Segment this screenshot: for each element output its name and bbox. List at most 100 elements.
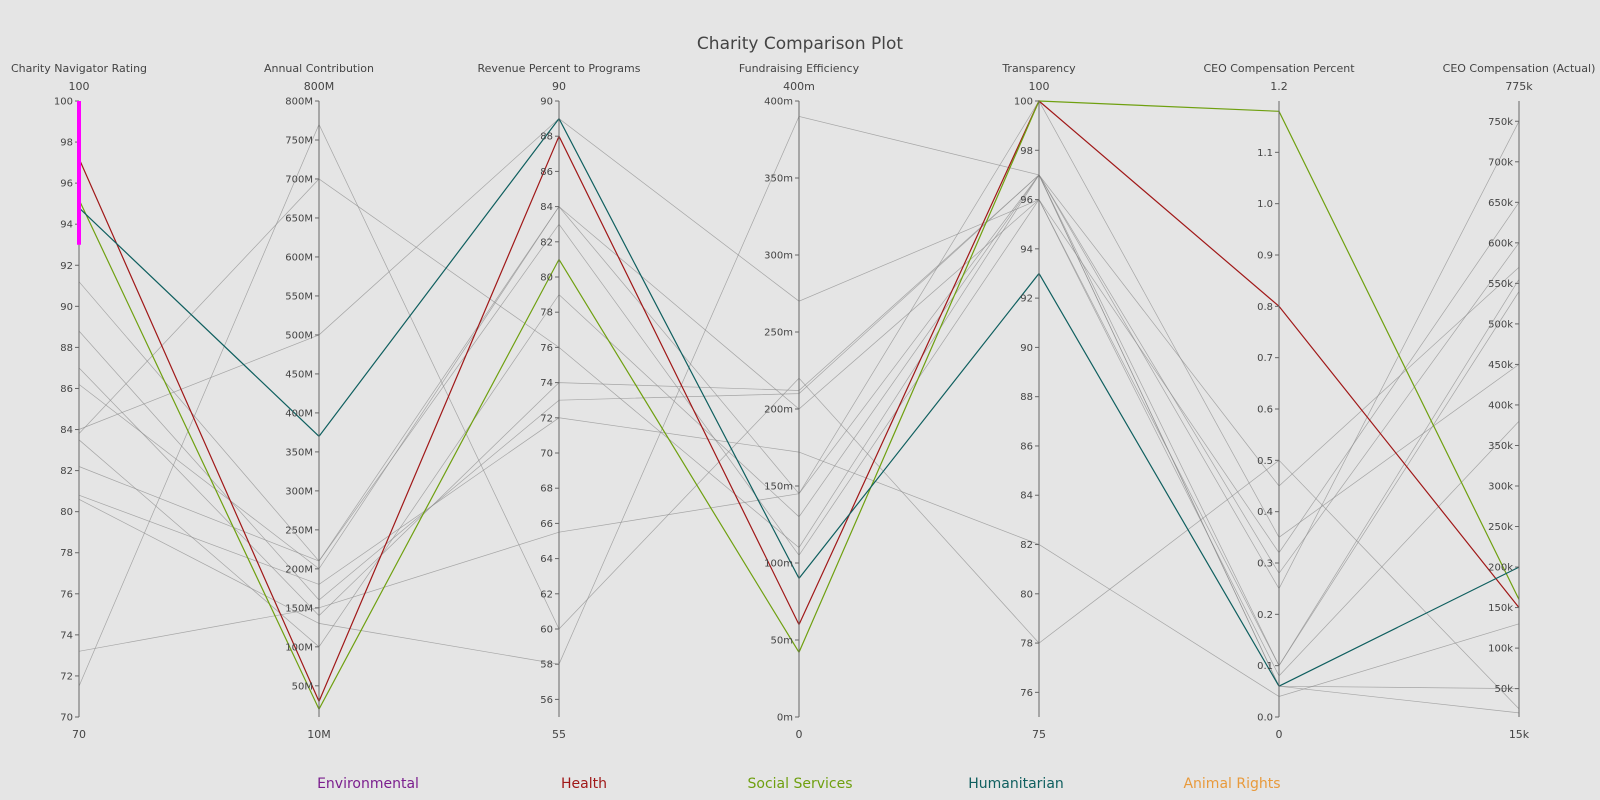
axis-label: CEO Compensation Percent bbox=[1203, 62, 1355, 75]
tick-label: 90 bbox=[60, 302, 73, 313]
tick-label: 50M bbox=[292, 681, 313, 692]
axis-max-label: 90 bbox=[552, 80, 566, 93]
tick-label: 84 bbox=[60, 425, 73, 436]
axis-label: Transparency bbox=[1001, 62, 1076, 75]
tick-label: 0.9 bbox=[1257, 251, 1273, 262]
tick-label: 100m bbox=[764, 559, 793, 570]
tick-label: 500M bbox=[285, 330, 313, 341]
tick-label: 800M bbox=[285, 97, 313, 108]
tick-label: 550M bbox=[285, 291, 313, 302]
legend-item-social-services[interactable]: Social Services bbox=[748, 776, 853, 792]
tick-label: 56 bbox=[540, 695, 553, 706]
axis-5[interactable]: 0.0 0.1 0.2 0.3 0.4 0.5 0.6 0.7 0.8 0.9 1.0 1.1 CEO … bbox=[1203, 62, 1355, 741]
tick-label: 0.0 bbox=[1257, 713, 1273, 724]
tick-label: 200k bbox=[1488, 563, 1513, 574]
tick-label: 86 bbox=[60, 384, 73, 395]
tick-label: 60 bbox=[540, 625, 553, 636]
tick-label: 650M bbox=[285, 213, 313, 224]
legend-item-humanitarian[interactable]: Humanitarian bbox=[968, 776, 1064, 792]
tick-label: 80 bbox=[60, 507, 73, 518]
axis-3[interactable]: 0m 50m 100m 150m 200m 250m 300m 350m 400m Fundrai… bbox=[739, 62, 860, 741]
tick-label: 400M bbox=[285, 408, 313, 419]
tick-label: 68 bbox=[540, 484, 553, 495]
axis-max-label: 800M bbox=[304, 80, 335, 93]
tick-label: 500k bbox=[1488, 319, 1513, 330]
tick-label: 600M bbox=[285, 252, 313, 263]
tick-label: 92 bbox=[1020, 294, 1033, 305]
tick-label: 70 bbox=[540, 449, 553, 460]
axis-4[interactable]: 76 78 80 82 84 86 88 90 92 94 96 98 100 Transparency 1… bbox=[1001, 62, 1076, 741]
tick-label: 100k bbox=[1488, 644, 1513, 655]
axis-label: Revenue Percent to Programs bbox=[478, 62, 641, 75]
axis-min-label: 10M bbox=[307, 728, 331, 741]
axis-min-label: 55 bbox=[552, 728, 566, 741]
tick-label: 58 bbox=[540, 660, 553, 671]
axis-min-label: 0 bbox=[1276, 728, 1283, 741]
tick-label: 0.3 bbox=[1257, 559, 1273, 570]
tick-label: 94 bbox=[1020, 244, 1033, 255]
axes: 70 72 74 76 78 80 82 84 86 88 90 92 94 96 98 100 Charity… bbox=[11, 62, 1595, 741]
tick-label: 650k bbox=[1488, 198, 1513, 209]
tick-label: 92 bbox=[60, 261, 73, 272]
tick-label: 300m bbox=[764, 251, 793, 262]
tick-label: 250M bbox=[285, 525, 313, 536]
tick-label: 700M bbox=[285, 174, 313, 185]
tick-label: 0.2 bbox=[1257, 610, 1273, 621]
tick-label: 94 bbox=[60, 220, 73, 231]
axis-0[interactable]: 70 72 74 76 78 80 82 84 86 88 90 92 94 96 98 100 Charity… bbox=[11, 62, 147, 741]
tick-label: 750M bbox=[285, 135, 313, 146]
axis-min-label: 15k bbox=[1509, 728, 1530, 741]
axis-max-label: 100 bbox=[1029, 80, 1050, 93]
tick-label: 0.5 bbox=[1257, 456, 1273, 467]
tick-label: 76 bbox=[1020, 688, 1033, 699]
axis-max-label: 1.2 bbox=[1270, 80, 1288, 93]
tick-label: 100 bbox=[1014, 97, 1033, 108]
legend-item-health[interactable]: Health bbox=[561, 776, 607, 792]
tick-label: 250k bbox=[1488, 522, 1513, 533]
tick-label: 1.0 bbox=[1257, 199, 1273, 210]
tick-label: 350k bbox=[1488, 441, 1513, 452]
axis-label: Annual Contribution bbox=[264, 62, 374, 75]
tick-label: 0m bbox=[777, 713, 793, 724]
tick-label: 400k bbox=[1488, 400, 1513, 411]
legend-item-environmental[interactable]: Environmental bbox=[317, 776, 419, 792]
legend-item-animal-rights[interactable]: Animal Rights bbox=[1183, 776, 1280, 792]
axis-label: CEO Compensation (Actual) bbox=[1443, 62, 1596, 75]
tick-label: 1.1 bbox=[1257, 148, 1273, 159]
tick-label: 82 bbox=[60, 466, 73, 477]
tick-label: 100 bbox=[54, 97, 73, 108]
tick-label: 88 bbox=[60, 343, 73, 354]
tick-label: 0.7 bbox=[1257, 353, 1273, 364]
tick-label: 82 bbox=[1020, 540, 1033, 551]
tick-label: 600k bbox=[1488, 238, 1513, 249]
tick-label: 76 bbox=[60, 589, 73, 600]
tick-label: 350M bbox=[285, 447, 313, 458]
tick-label: 64 bbox=[540, 554, 553, 565]
axis-min-label: 75 bbox=[1032, 728, 1046, 741]
axis-2[interactable]: 56 58 60 62 64 66 68 70 72 74 76 78 80 82 84 86 88 90 Reve… bbox=[478, 62, 641, 741]
tick-label: 750k bbox=[1488, 117, 1513, 128]
tick-label: 0.4 bbox=[1257, 507, 1273, 518]
tick-label: 150m bbox=[764, 482, 793, 493]
axis-1[interactable]: 50M 100M 150M 200M 250M 300M 350M 400M 450M 500M 5… bbox=[264, 62, 374, 741]
tick-label: 62 bbox=[540, 589, 553, 600]
tick-label: 70 bbox=[60, 713, 73, 724]
tick-label: 400m bbox=[764, 97, 793, 108]
tick-label: 700k bbox=[1488, 157, 1513, 168]
axis-6[interactable]: 50k 100k 150k 200k 250k 300k 350k 400k 450k 500k 5… bbox=[1443, 62, 1596, 741]
axis-max-label: 100 bbox=[69, 80, 90, 93]
tick-label: 72 bbox=[540, 413, 553, 424]
axis-label: Charity Navigator Rating bbox=[11, 62, 147, 75]
tick-label: 84 bbox=[540, 202, 553, 213]
tick-label: 0.6 bbox=[1257, 405, 1273, 416]
tick-label: 80 bbox=[540, 273, 553, 284]
tick-label: 72 bbox=[60, 671, 73, 682]
tick-label: 98 bbox=[1020, 146, 1033, 157]
tick-label: 0.8 bbox=[1257, 302, 1273, 313]
axis-max-label: 400m bbox=[783, 80, 815, 93]
tick-label: 550k bbox=[1488, 279, 1513, 290]
tick-label: 50k bbox=[1494, 684, 1513, 695]
tick-label: 76 bbox=[540, 343, 553, 354]
